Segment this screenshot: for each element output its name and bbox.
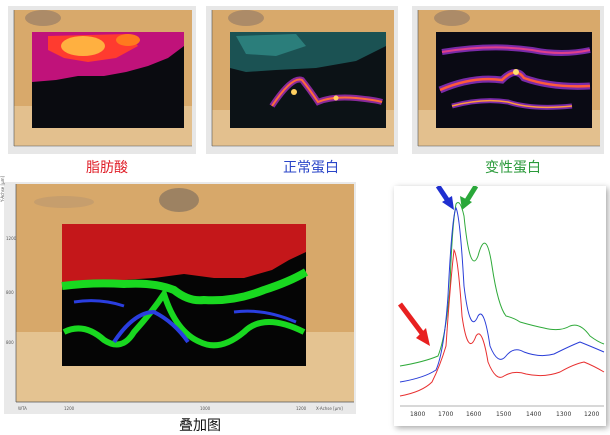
spectra-x-tick: 1400 [526,411,541,418]
arrow-blue-icon [435,184,454,210]
caption-normal-protein: 正常蛋白 [283,160,339,176]
overlay-x-tick: 1200 [64,406,75,411]
overlay-y-label: Y-Achse [µm] [0,175,5,202]
overlay-y-tick: 800 [6,340,14,345]
panel-denatured-protein [412,6,604,154]
overlay-map [4,182,356,414]
caption-overlay: 叠加图 [179,418,221,434]
spectra-x-tick: 1800 [410,411,425,418]
arrow-red-icon [398,302,430,346]
spectrum-red [399,248,605,397]
spectra-x-ticks: 1800 1700 1600 1500 1400 1300 1200 [410,411,599,418]
overlay-x-tick: 1200 [296,406,307,411]
spectra-x-tick: 1300 [556,411,571,418]
spectra-x-tick: 1700 [438,411,453,418]
fatty-acid-map [8,6,196,154]
denatured-protein-map [412,6,604,154]
spectra-x-tick: 1500 [496,411,511,418]
overlay-x-tick: 1000 [200,406,211,411]
panel-fatty-acid [8,6,196,154]
spectrum-green [399,202,605,367]
overlay-y-tick: 1200 [6,236,17,241]
spectrum-blue [399,206,605,383]
spectra-svg: 1800 1700 1600 1500 1400 1300 1200 [398,184,605,418]
normal-protein-map [206,6,398,154]
overlay-y-tick: 800 [6,290,14,295]
caption-fatty-acid: 脂肪酸 [86,160,128,176]
spectra-x-tick: 1600 [466,411,481,418]
overlay-corner-label: WTA [18,406,27,411]
caption-denatured-protein: 变性蛋白 [485,160,541,176]
panel-normal-protein [206,6,398,154]
arrow-green-icon [460,184,479,210]
overlay-x-label: X-Achse [µm] [316,406,343,411]
spectra-x-tick: 1200 [584,411,599,418]
panel-overlay: Y-Achse [µm] WTA 1200 1000 1200 X-Achse … [0,176,356,414]
spectra-plot: 1800 1700 1600 1500 1400 1300 1200 [394,184,606,426]
